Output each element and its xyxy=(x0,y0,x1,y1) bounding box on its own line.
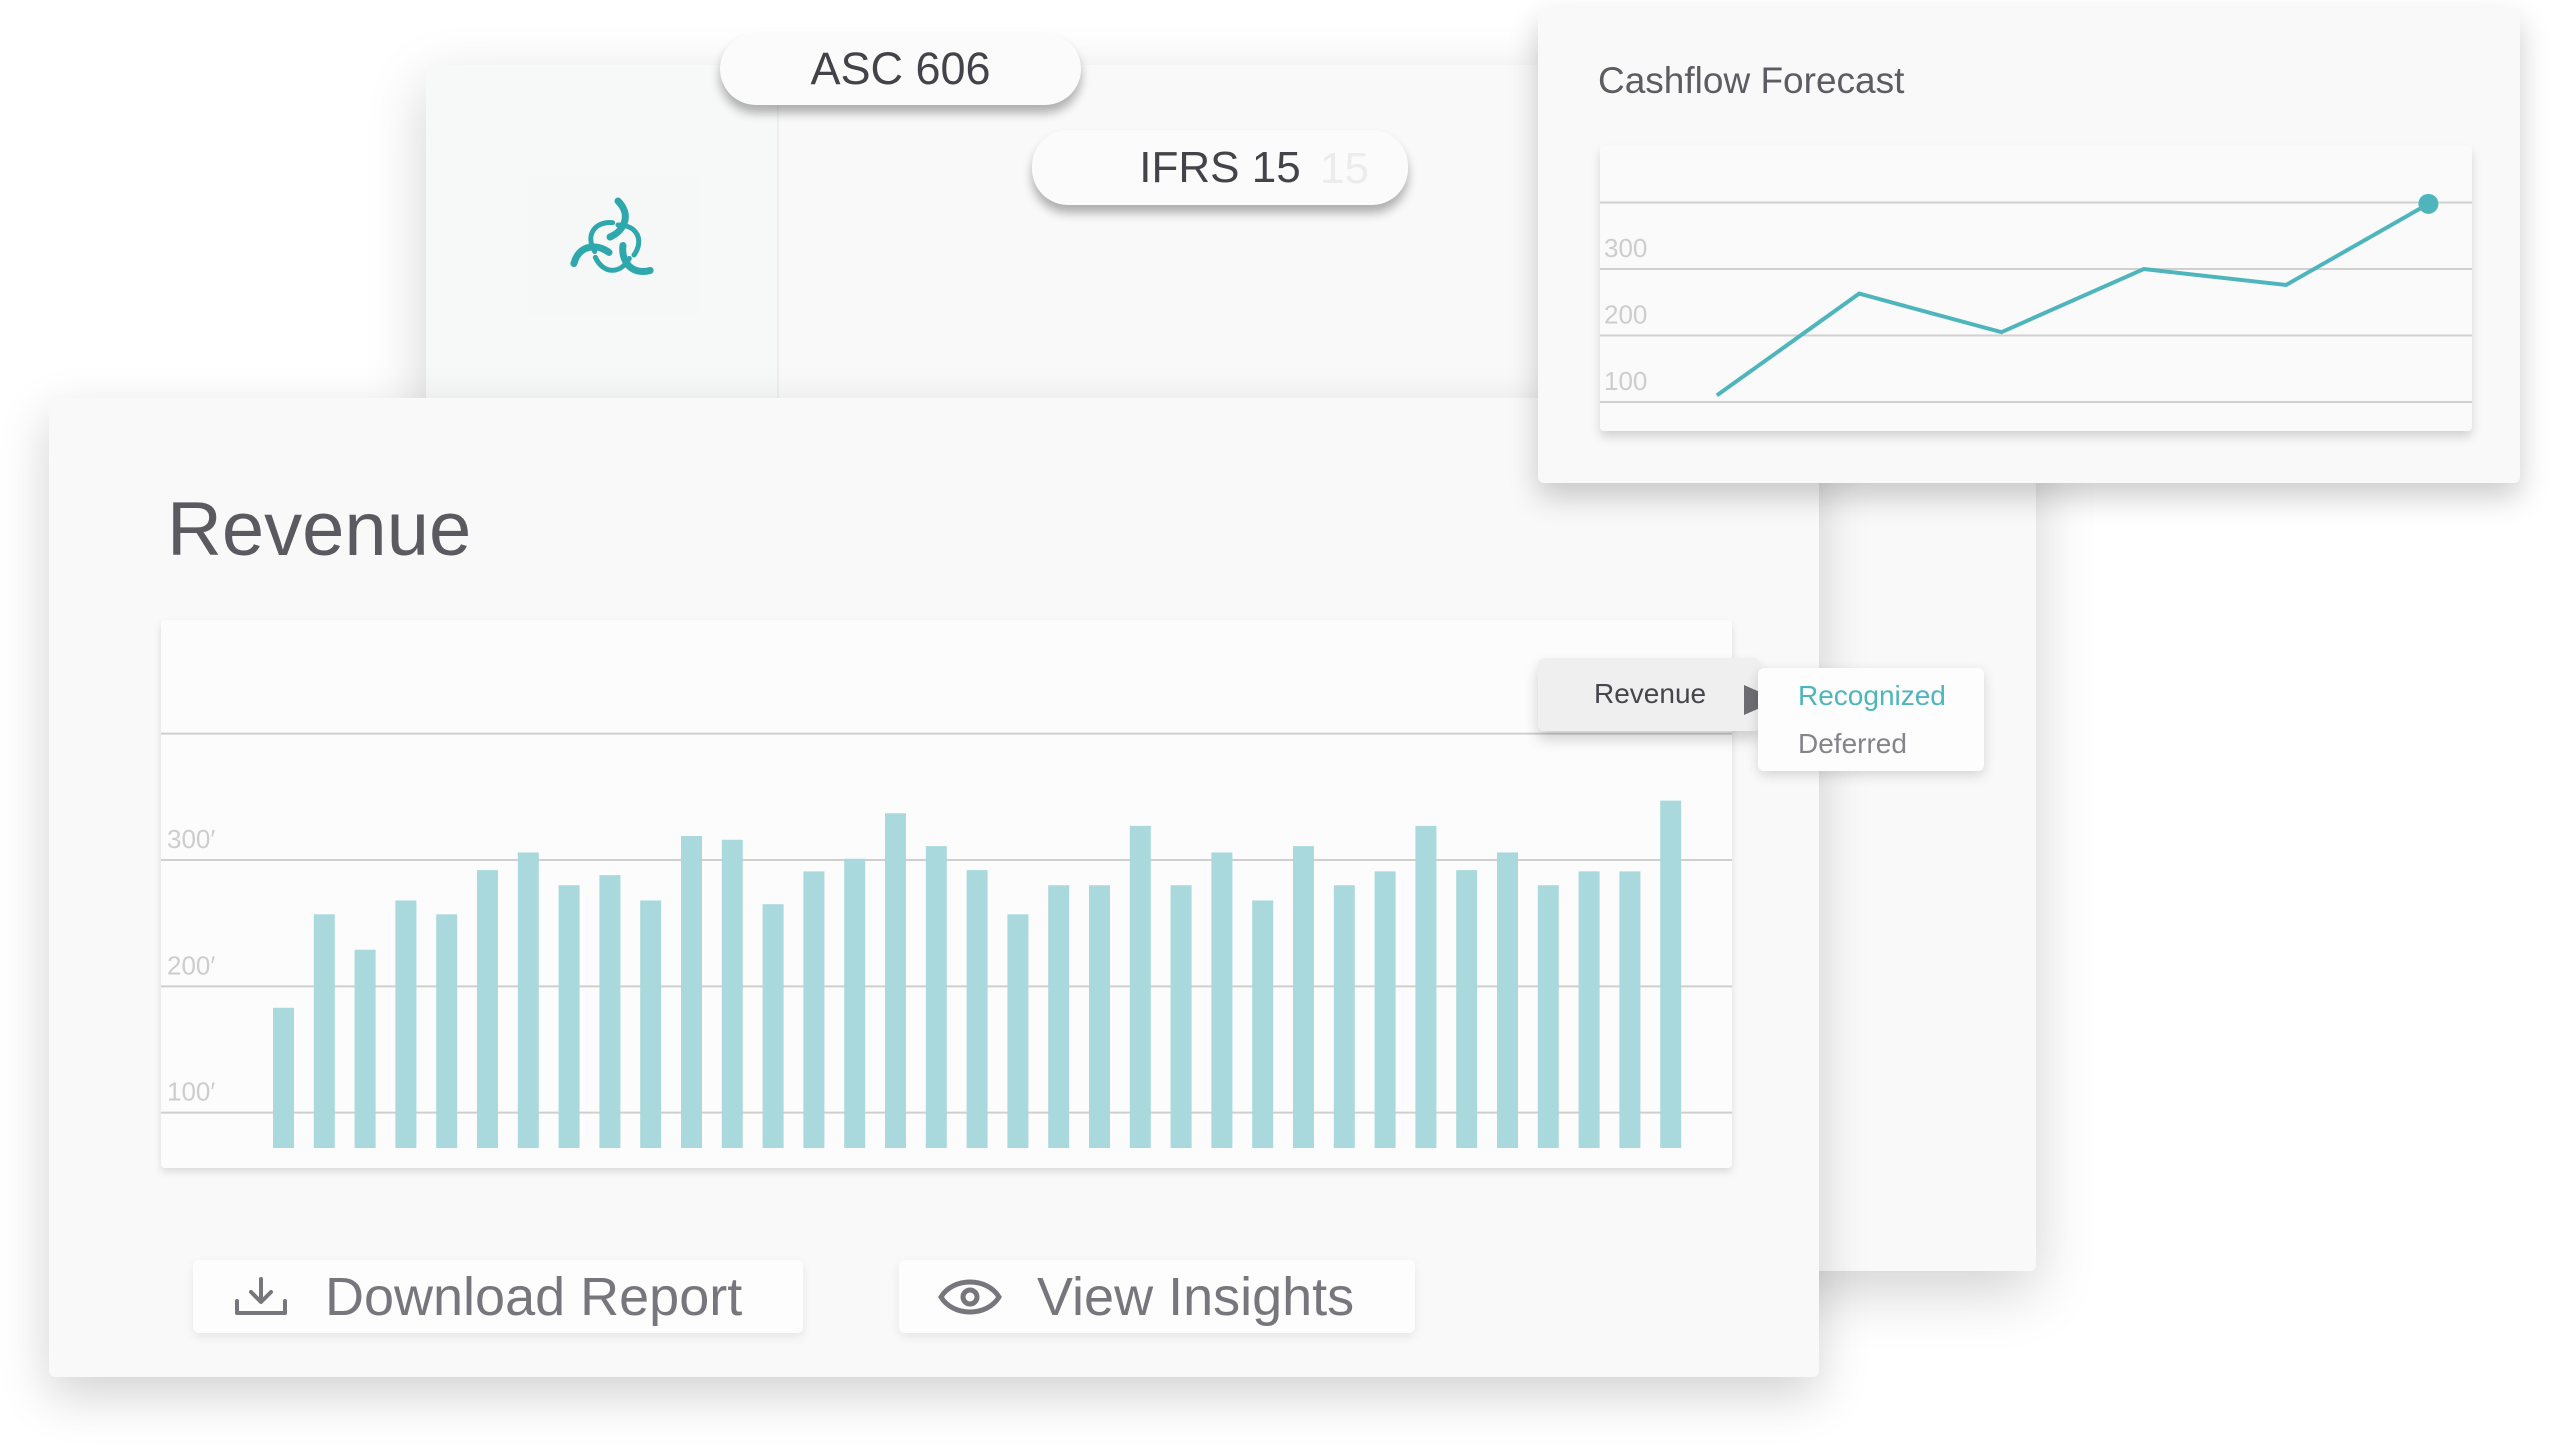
revenue-bar xyxy=(517,852,539,1148)
revenue-title: Revenue xyxy=(167,487,472,572)
revenue-bar xyxy=(925,846,947,1148)
asc-606-label: ASC 606 xyxy=(810,43,991,94)
revenue-bar xyxy=(477,870,498,1148)
revenue-bar xyxy=(1007,914,1029,1148)
revenue-bar xyxy=(1456,870,1478,1148)
y-tick-label: 100 xyxy=(1604,366,1647,396)
revenue-bar xyxy=(1089,885,1110,1148)
revenue-bar xyxy=(1660,800,1682,1148)
logo xyxy=(529,175,699,315)
y-tick-label: 300′ xyxy=(167,824,215,854)
revenue-bar xyxy=(1374,871,1396,1148)
revenue-bar xyxy=(1252,900,1274,1148)
view-insights-button[interactable]: View Insights xyxy=(899,1260,1415,1333)
revenue-bar xyxy=(273,1007,294,1148)
revenue-bar xyxy=(1048,885,1070,1148)
asc-606-badge[interactable]: ASC 606 xyxy=(720,33,1081,105)
revenue-bar xyxy=(558,885,580,1148)
ifrs-ghost-text: 15 xyxy=(1320,144,1369,193)
revenue-bar xyxy=(1129,825,1151,1148)
revenue-bar xyxy=(844,858,866,1148)
cashflow-title: Cashflow Forecast xyxy=(1598,60,1905,101)
revenue-bar xyxy=(1211,852,1233,1148)
revenue-bar xyxy=(395,900,417,1148)
revenue-bar xyxy=(599,875,621,1148)
revenue-bar xyxy=(966,870,988,1148)
y-tick-label: 300 xyxy=(1604,233,1647,263)
eye-icon xyxy=(938,1279,1002,1314)
revenue-bar xyxy=(1170,885,1192,1148)
revenue-bar-chart-svg: 100′ 200′ 300′ xyxy=(161,732,1732,1148)
cashflow-line xyxy=(1715,202,2430,397)
download-report-button[interactable]: Download Report xyxy=(193,1260,803,1333)
revenue-bar xyxy=(1619,871,1641,1148)
revenue-bar xyxy=(803,871,825,1148)
revenue-bar xyxy=(1497,852,1518,1148)
revenue-menu-label: Revenue xyxy=(1594,678,1707,709)
revenue-bar xyxy=(1537,885,1559,1148)
submenu-item-recognized[interactable]: Recognized xyxy=(1798,680,1946,711)
cashflow-forecast-card: Cashflow Forecast 100 200 300 xyxy=(1538,8,2520,483)
revenue-bar xyxy=(1293,846,1314,1148)
revenue-submenu: Recognized Deferred xyxy=(1758,668,1984,771)
revenue-bar xyxy=(1333,885,1355,1148)
revenue-bar xyxy=(721,839,743,1148)
y-tick-label: 100′ xyxy=(167,1077,215,1107)
revenue-bar xyxy=(762,904,784,1148)
revenue-bar xyxy=(681,836,702,1148)
sidebar-logo-panel xyxy=(426,65,779,398)
revenue-bar-chart: 100′ 200′ 300′ xyxy=(161,620,1732,1168)
revenue-bar xyxy=(1578,871,1600,1148)
revenue-card: Revenue 100′ 200′ 300′ Download Report Vie… xyxy=(49,398,1819,1377)
y-tick-label: 200 xyxy=(1604,300,1647,330)
revenue-bar xyxy=(640,900,662,1148)
cashflow-point xyxy=(2418,193,2439,214)
download-report-label: Download Report xyxy=(325,1266,743,1327)
cashflow-line-chart: 100 200 300 xyxy=(1600,146,2472,431)
view-insights-label: View Insights xyxy=(1037,1266,1355,1327)
submenu-item-deferred[interactable]: Deferred xyxy=(1798,728,1907,759)
revenue-bar xyxy=(885,813,906,1148)
revenue-menu-item[interactable]: Revenue xyxy=(1538,658,1760,731)
download-icon xyxy=(235,1276,287,1315)
revenue-bar xyxy=(313,914,335,1148)
revenue-bar xyxy=(354,949,376,1148)
revenue-bar xyxy=(436,914,458,1148)
swirl-logo-icon xyxy=(570,197,654,275)
y-tick-label: 200′ xyxy=(167,950,215,980)
cashflow-line-chart-svg: 100 200 300 xyxy=(1600,193,2472,403)
revenue-bar xyxy=(1415,825,1437,1148)
ifrs-15-badge[interactable]: 15 IFRS 15 xyxy=(1032,130,1408,205)
ifrs-15-label: IFRS 15 xyxy=(1139,142,1301,192)
